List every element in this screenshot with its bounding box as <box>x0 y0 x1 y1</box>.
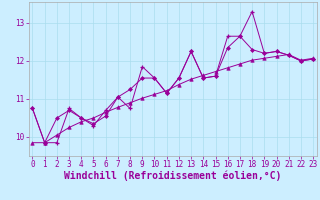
X-axis label: Windchill (Refroidissement éolien,°C): Windchill (Refroidissement éolien,°C) <box>64 171 282 181</box>
